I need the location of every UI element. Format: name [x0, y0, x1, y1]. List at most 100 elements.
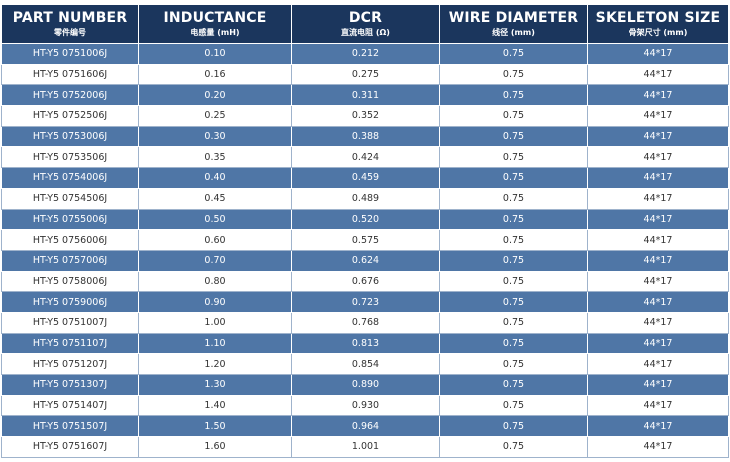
wire-diameter-cell: 0.75 — [439, 394, 588, 417]
part-number-cell: HT-Y5 0752506J — [1, 105, 139, 127]
wire-diameter-cell: 0.75 — [439, 436, 588, 458]
part-number-cell: HT-Y5 0751607J — [1, 436, 139, 458]
table-header: PART NUMBER 零件编号 INDUCTANCE 电感量 (mH) DCR… — [1, 4, 729, 44]
inductance-cell: 1.00 — [138, 311, 292, 334]
part-number-cell: HT-Y5 0755006J — [1, 208, 139, 231]
inductance-cell: 1.10 — [138, 332, 292, 355]
column-title: PART NUMBER — [12, 10, 128, 26]
dcr-cell: 0.676 — [291, 270, 440, 293]
table-row: HT-Y5 0755006J 0.50 0.520 0.75 44*17 — [1, 208, 729, 231]
column-title: WIRE DIAMETER — [448, 10, 579, 26]
table-row: HT-Y5 0752506J 0.25 0.352 0.75 44*17 — [1, 105, 729, 127]
dcr-cell: 0.624 — [291, 249, 440, 272]
dcr-cell: 0.575 — [291, 229, 440, 251]
inductance-cell: 0.60 — [138, 229, 292, 251]
table-row: HT-Y5 0758006J 0.80 0.676 0.75 44*17 — [1, 270, 729, 293]
wire-diameter-cell: 0.75 — [439, 63, 588, 86]
wire-diameter-cell: 0.75 — [439, 105, 588, 127]
part-number-cell: HT-Y5 0751006J — [1, 43, 139, 65]
part-number-cell: HT-Y5 0751507J — [1, 415, 139, 438]
skeleton-size-cell: 44*17 — [587, 436, 729, 458]
table-row: HT-Y5 0751006J 0.10 0.212 0.75 44*17 — [1, 43, 729, 65]
part-number-cell: HT-Y5 0754006J — [1, 167, 139, 189]
skeleton-size-cell: 44*17 — [587, 229, 729, 251]
skeleton-size-cell: 44*17 — [587, 187, 729, 210]
table-row: HT-Y5 0756006J 0.60 0.575 0.75 44*17 — [1, 229, 729, 251]
part-number-cell: HT-Y5 0752006J — [1, 84, 139, 107]
part-number-cell: HT-Y5 0753506J — [1, 146, 139, 169]
inductance-cell: 1.30 — [138, 374, 292, 396]
skeleton-size-cell: 44*17 — [587, 125, 729, 148]
wire-diameter-cell: 0.75 — [439, 43, 588, 65]
wire-diameter-cell: 0.75 — [439, 249, 588, 272]
skeleton-size-cell: 44*17 — [587, 84, 729, 107]
wire-diameter-cell: 0.75 — [439, 229, 588, 251]
wire-diameter-cell: 0.75 — [439, 311, 588, 334]
dcr-cell: 0.311 — [291, 84, 440, 107]
table-row: HT-Y5 0754006J 0.40 0.459 0.75 44*17 — [1, 167, 729, 189]
part-number-cell: HT-Y5 0756006J — [1, 229, 139, 251]
inductance-cell: 0.80 — [138, 270, 292, 293]
wire-diameter-cell: 0.75 — [439, 146, 588, 169]
inductance-cell: 0.90 — [138, 291, 292, 313]
table-row: HT-Y5 0751007J 1.00 0.768 0.75 44*17 — [1, 311, 729, 334]
dcr-cell: 0.388 — [291, 125, 440, 148]
inductance-cell: 0.16 — [138, 63, 292, 86]
column-subtitle: 直流电阻 (Ω) — [341, 28, 390, 37]
inductance-cell: 0.45 — [138, 187, 292, 210]
part-number-cell: HT-Y5 0758006J — [1, 270, 139, 293]
table-row: HT-Y5 0751307J 1.30 0.890 0.75 44*17 — [1, 374, 729, 396]
skeleton-size-cell: 44*17 — [587, 394, 729, 417]
skeleton-size-cell: 44*17 — [587, 374, 729, 396]
dcr-cell: 0.520 — [291, 208, 440, 231]
skeleton-size-cell: 44*17 — [587, 43, 729, 65]
column-header-wire-diameter: WIRE DIAMETER 线径 (mm) — [439, 4, 588, 44]
wire-diameter-cell: 0.75 — [439, 208, 588, 231]
part-number-cell: HT-Y5 0753006J — [1, 125, 139, 148]
dcr-cell: 0.930 — [291, 394, 440, 417]
wire-diameter-cell: 0.75 — [439, 291, 588, 313]
skeleton-size-cell: 44*17 — [587, 270, 729, 293]
skeleton-size-cell: 44*17 — [587, 249, 729, 272]
skeleton-size-cell: 44*17 — [587, 353, 729, 375]
inductance-cell: 1.50 — [138, 415, 292, 438]
skeleton-size-cell: 44*17 — [587, 63, 729, 86]
dcr-cell: 0.964 — [291, 415, 440, 438]
part-number-cell: HT-Y5 0751307J — [1, 374, 139, 396]
wire-diameter-cell: 0.75 — [439, 187, 588, 210]
part-number-cell: HT-Y5 0751606J — [1, 63, 139, 86]
inductance-cell: 0.30 — [138, 125, 292, 148]
column-header-dcr: DCR 直流电阻 (Ω) — [291, 4, 440, 44]
column-header-part-number: PART NUMBER 零件编号 — [1, 4, 139, 44]
wire-diameter-cell: 0.75 — [439, 167, 588, 189]
inductance-cell: 0.35 — [138, 146, 292, 169]
column-title: SKELETON SIZE — [595, 10, 721, 26]
table-row: HT-Y5 0753006J 0.30 0.388 0.75 44*17 — [1, 125, 729, 148]
inductance-cell: 0.20 — [138, 84, 292, 107]
column-title: DCR — [348, 10, 383, 26]
wire-diameter-cell: 0.75 — [439, 125, 588, 148]
skeleton-size-cell: 44*17 — [587, 105, 729, 127]
dcr-cell: 0.723 — [291, 291, 440, 313]
dcr-cell: 0.459 — [291, 167, 440, 189]
part-number-cell: HT-Y5 0757006J — [1, 249, 139, 272]
wire-diameter-cell: 0.75 — [439, 415, 588, 438]
table-row: HT-Y5 0754506J 0.45 0.489 0.75 44*17 — [1, 187, 729, 210]
table-row: HT-Y5 0752006J 0.20 0.311 0.75 44*17 — [1, 84, 729, 107]
skeleton-size-cell: 44*17 — [587, 311, 729, 334]
table-row: HT-Y5 0753506J 0.35 0.424 0.75 44*17 — [1, 146, 729, 169]
inductance-cell: 1.40 — [138, 394, 292, 417]
skeleton-size-cell: 44*17 — [587, 415, 729, 438]
inductance-cell: 0.10 — [138, 43, 292, 65]
spec-table: PART NUMBER 零件编号 INDUCTANCE 电感量 (mH) DCR… — [1, 4, 729, 458]
part-number-cell: HT-Y5 0754506J — [1, 187, 139, 210]
part-number-cell: HT-Y5 0751407J — [1, 394, 139, 417]
table-row: HT-Y5 0751407J 1.40 0.930 0.75 44*17 — [1, 394, 729, 417]
column-subtitle: 零件编号 — [54, 28, 86, 37]
part-number-cell: HT-Y5 0751207J — [1, 353, 139, 375]
table-row: HT-Y5 0751607J 1.60 1.001 0.75 44*17 — [1, 436, 729, 458]
wire-diameter-cell: 0.75 — [439, 270, 588, 293]
table-body: HT-Y5 0751006J 0.10 0.212 0.75 44*17 HT-Y5 07… — [1, 43, 729, 458]
inductance-cell: 1.60 — [138, 436, 292, 458]
dcr-cell: 0.854 — [291, 353, 440, 375]
